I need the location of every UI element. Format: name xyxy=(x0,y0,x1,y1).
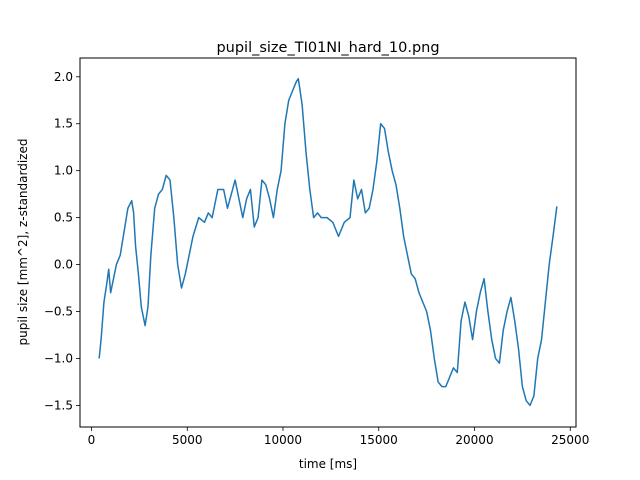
y-tick-label: 2.0 xyxy=(54,70,73,84)
x-tick-label: 5000 xyxy=(172,433,203,447)
x-axis-label: time [ms] xyxy=(299,457,357,471)
y-tick-label: 1.5 xyxy=(54,117,73,131)
y-tick-label: 0.0 xyxy=(54,258,73,272)
x-tick-label: 20000 xyxy=(455,433,493,447)
x-tick-label: 0 xyxy=(88,433,96,447)
x-axis: 0 5000 10000 15000 20000 25000 xyxy=(88,427,589,447)
y-axis-label: pupil size [mm^2], z-standardized xyxy=(16,139,30,346)
y-tick-label: −0.5 xyxy=(44,305,73,319)
plot-frame xyxy=(79,57,577,428)
y-tick-label: 1.0 xyxy=(54,164,73,178)
x-tick-label: 10000 xyxy=(264,433,302,447)
y-tick-label: −1.5 xyxy=(44,398,73,412)
y-axis: −1.5 −1.0 −0.5 0.0 0.5 1.0 1.5 2.0 xyxy=(44,70,80,412)
series-line-pupil-size xyxy=(98,77,558,407)
plot-area xyxy=(98,77,558,407)
x-tick-label: 25000 xyxy=(551,433,589,447)
chart-title: pupil_size_TI01NI_hard_10.png xyxy=(216,40,439,56)
x-tick-label: 15000 xyxy=(360,433,398,447)
y-tick-label: 0.5 xyxy=(54,211,73,225)
y-tick-label: −1.0 xyxy=(44,351,73,365)
